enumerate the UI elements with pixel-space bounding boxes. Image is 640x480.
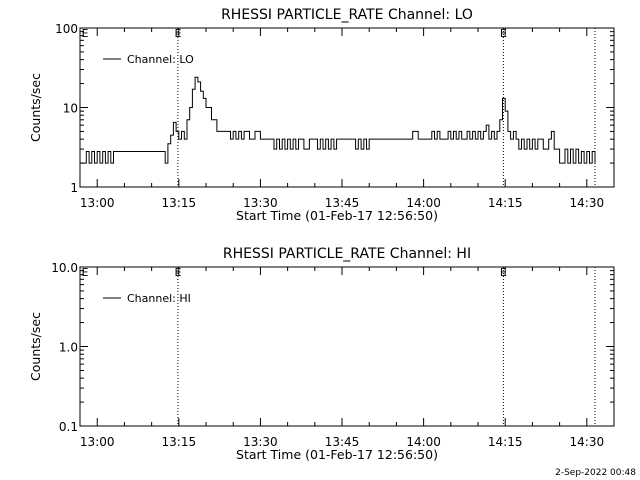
- legend-label: Channel: HI: [127, 292, 191, 305]
- y-tick-label: 1.0: [59, 341, 78, 355]
- chart-panel-hi: RHESSI PARTICLE_RATE Channel: HI 0.1 1.0 10…: [28, 246, 615, 462]
- x-tick-label: 14:15: [488, 435, 523, 449]
- y-axis-label: Counts/sec: [28, 73, 43, 142]
- y-tick-label: 10: [63, 102, 78, 116]
- x-tick-label: 14:30: [570, 196, 605, 210]
- x-tick-label: 13:30: [243, 435, 278, 449]
- y-tick-label: 0.1: [59, 420, 78, 434]
- x-tick-label: 13:00: [80, 435, 115, 449]
- footer-timestamp: 2-Sep-2022 00:48: [555, 468, 636, 478]
- legend-label: Channel: LO: [127, 53, 194, 66]
- y-tick-label: 100: [55, 22, 78, 36]
- series-line-lo: [80, 76, 596, 164]
- y-axis-label: Counts/sec: [28, 312, 43, 381]
- legend: Channel: LO: [103, 53, 194, 66]
- marker-label-start: E: [82, 27, 89, 40]
- marker-label: E: [500, 27, 507, 40]
- x-tick-label: 14:30: [570, 435, 605, 449]
- x-axis-label: Start Time (01-Feb-17 12:56:50): [236, 208, 438, 223]
- chart-title: RHESSI PARTICLE_RATE Channel: HI: [223, 246, 471, 262]
- x-tick-label: 13:45: [325, 435, 360, 449]
- x-tick-label: 13:00: [80, 196, 115, 210]
- chart-panel-lo: RHESSI PARTICLE_RATE Channel: LO 1 10 100 13…: [28, 7, 615, 223]
- marker-label: E: [174, 27, 181, 40]
- chart-title: RHESSI PARTICLE_RATE Channel: LO: [221, 7, 473, 23]
- x-tick-label: 13:30: [243, 196, 278, 210]
- y-tick-label: 1: [70, 181, 78, 195]
- legend: Channel: HI: [103, 292, 191, 305]
- x-tick-label: 13:15: [162, 435, 197, 449]
- x-tick-label: 13:15: [162, 196, 197, 210]
- marker-label: E: [500, 266, 507, 279]
- marker-label-start: E: [82, 266, 89, 279]
- plot-frame: [79, 27, 615, 188]
- plot-frame: [79, 266, 615, 427]
- x-tick-label: 13:45: [325, 196, 360, 210]
- marker-label: E: [174, 266, 181, 279]
- x-axis-label: Start Time (01-Feb-17 12:56:50): [236, 447, 438, 462]
- x-tick-label: 14:15: [488, 196, 523, 210]
- y-tick-label: 10.0: [51, 261, 78, 275]
- x-tick-label: 14:00: [406, 196, 441, 210]
- x-tick-label: 14:00: [406, 435, 441, 449]
